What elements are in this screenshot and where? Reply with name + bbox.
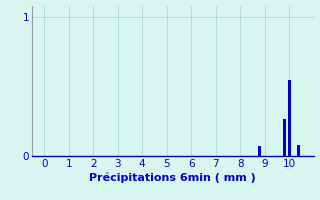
X-axis label: Précipitations 6min ( mm ): Précipitations 6min ( mm ) [89, 173, 256, 183]
Bar [283, 118, 286, 156]
Bar [297, 145, 300, 156]
Bar [258, 146, 261, 156]
Bar [288, 80, 291, 156]
